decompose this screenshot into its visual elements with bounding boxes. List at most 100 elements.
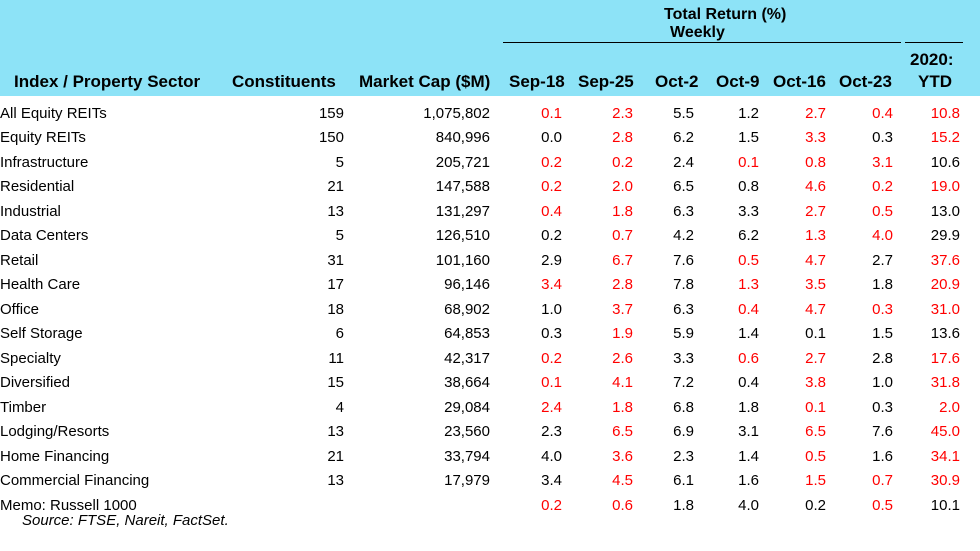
weekly-return-cell: 2.3 [673, 447, 694, 465]
table-row: Self Storage 6 64,853 0.3 1.9 5.9 1.4 0.1 1.5 13.… [0, 322, 960, 347]
constituents-cell: 21 [327, 178, 344, 196]
sector-name: Data Centers [0, 227, 89, 245]
table-row: Commercial Financing 13 17,979 3.4 4.5 6.1 1.6… [0, 469, 960, 494]
weekly-return-cell: 1.3 [805, 227, 826, 245]
weekly-return-cell: 3.5 [805, 276, 826, 294]
weekly-return-cell: 0.3 [872, 129, 893, 147]
market-cap-cell: 17,979 [444, 472, 490, 490]
table-row: Home Financing 21 33,794 4.0 3.6 2.3 1.4 0.5 1.6… [0, 444, 960, 469]
returns-table: All Equity REITs 159 1,075,802 0.1 2.3 5.5 1.2… [0, 101, 960, 518]
weekly-return-cell: 4.7 [805, 300, 826, 318]
table-body: All Equity REITs 159 1,075,802 0.1 2.3 5.5 1.2… [0, 101, 960, 518]
ytd-return-cell: 17.6 [930, 349, 960, 367]
table-row: Diversified 15 38,664 0.1 4.1 7.2 0.4 3.8 1.0 31.… [0, 371, 960, 396]
weekly-return-cell: 2.0 [612, 178, 633, 196]
constituents-cell: 13 [327, 423, 344, 441]
table-row: Lodging/Resorts 13 23,560 2.3 6.5 6.9 3.1 6.5 7.… [0, 420, 960, 445]
market-cap-cell: 33,794 [444, 447, 490, 465]
sector-name: Memo: Russell 1000 [0, 496, 137, 514]
col-week-3: Oct-2 [655, 72, 699, 91]
sector-name: All Equity REITs [0, 104, 107, 122]
market-cap-cell: 1,075,802 [423, 104, 490, 122]
market-cap-cell: 38,664 [444, 374, 490, 392]
ytd-return-cell: 10.1 [930, 496, 960, 514]
ytd-rule [905, 42, 963, 43]
ytd-return-cell: 19.0 [930, 178, 960, 196]
sector-name: Residential [0, 178, 75, 196]
weekly-return-cell: 0.2 [541, 178, 562, 196]
ytd-return-cell: 37.6 [930, 251, 960, 269]
market-cap-cell: 23,560 [444, 423, 490, 441]
constituents-cell: 150 [318, 129, 344, 147]
weekly-return-cell: 4.5 [612, 472, 633, 490]
table-row: Equity REITs 150 840,996 0.0 2.8 6.2 1.5 3.3 0.3… [0, 126, 960, 151]
ytd-return-cell: 10.6 [930, 153, 960, 171]
sector-name: Office [0, 300, 39, 318]
weekly-return-cell: 6.3 [673, 202, 694, 220]
weekly-return-cell: 6.1 [673, 472, 694, 490]
market-cap-cell: 131,297 [435, 202, 490, 220]
market-cap-cell: 147,588 [435, 178, 490, 196]
weekly-return-cell: 0.1 [738, 153, 759, 171]
sector-name: Home Financing [0, 447, 110, 465]
weekly-return-cell: 1.4 [738, 325, 759, 343]
weekly-return-cell: 0.2 [541, 496, 562, 514]
weekly-return-cell: 1.4 [738, 447, 759, 465]
weekly-subtitle: Weekly [670, 24, 725, 41]
constituents-cell: 13 [327, 202, 344, 220]
market-cap-cell: 68,902 [444, 300, 490, 318]
weekly-return-cell: 3.1 [872, 153, 893, 171]
weekly-return-cell: 1.5 [872, 325, 893, 343]
weekly-return-cell: 1.6 [872, 447, 893, 465]
constituents-cell: 5 [335, 153, 344, 171]
sector-name: Timber [0, 398, 47, 416]
table-row: Memo: Russell 1000 0.2 0.6 1.8 4.0 0.2 0.5 10.1 [0, 493, 960, 518]
weekly-return-cell: 1.5 [805, 472, 826, 490]
table-row: Data Centers 5 126,510 0.2 0.7 4.2 6.2 1.3 4.0 29… [0, 224, 960, 249]
market-cap-cell: 42,317 [444, 349, 490, 367]
weekly-return-cell: 2.4 [541, 398, 562, 416]
weekly-return-cell: 2.7 [805, 104, 826, 122]
weekly-return-cell: 3.4 [541, 472, 562, 490]
weekly-return-cell: 0.2 [612, 153, 633, 171]
weekly-return-cell: 0.0 [541, 129, 562, 147]
weekly-return-cell: 6.3 [673, 300, 694, 318]
ytd-return-cell: 10.8 [930, 104, 960, 122]
table-row: Infrastructure 5 205,721 0.2 0.2 2.4 0.1 0.8 3.1… [0, 150, 960, 175]
ytd-return-cell: 20.9 [930, 276, 960, 294]
weekly-return-cell: 6.2 [738, 227, 759, 245]
weekly-return-cell: 0.6 [738, 349, 759, 367]
col-ytd-label: YTD [918, 72, 952, 91]
market-cap-cell: 126,510 [435, 227, 490, 245]
constituents-cell: 4 [335, 398, 344, 416]
weekly-return-cell: 1.3 [738, 276, 759, 294]
weekly-return-cell: 0.3 [541, 325, 562, 343]
constituents-cell: 17 [327, 276, 344, 294]
sector-name: Diversified [0, 374, 71, 392]
table-row: Timber 4 29,084 2.4 1.8 6.8 1.8 0.1 0.3 2.0 [0, 395, 960, 420]
weekly-return-cell: 4.0 [541, 447, 562, 465]
table-header: Total Return (%) Weekly Index / Property… [0, 0, 980, 96]
weekly-return-cell: 0.6 [612, 496, 633, 514]
weekly-return-cell: 4.0 [872, 227, 893, 245]
sector-name: Retail [0, 251, 39, 269]
weekly-return-cell: 6.5 [805, 423, 826, 441]
source-note: Source: FTSE, Nareit, FactSet. [22, 512, 229, 529]
weekly-return-cell: 1.8 [612, 398, 633, 416]
table-row: Residential 21 147,588 0.2 2.0 6.5 0.8 4.6 0.2 19… [0, 175, 960, 200]
weekly-return-cell: 2.8 [872, 349, 893, 367]
table-row: Retail 31 101,160 2.9 6.7 7.6 0.5 4.7 2.7 37.6 [0, 248, 960, 273]
weekly-return-cell: 0.2 [872, 178, 893, 196]
sector-name: Equity REITs [0, 129, 86, 147]
weekly-return-cell: 3.8 [805, 374, 826, 392]
sector-name: Health Care [0, 276, 81, 294]
weekly-return-cell: 7.6 [673, 251, 694, 269]
group-title: Total Return (%) [664, 6, 787, 23]
weekly-return-cell: 4.0 [738, 496, 759, 514]
weekly-return-cell: 3.7 [612, 300, 633, 318]
ytd-return-cell: 34.1 [930, 447, 960, 465]
col-sector: Index / Property Sector [14, 72, 201, 91]
col-constituents: Constituents [232, 72, 336, 91]
constituents-cell: 18 [327, 300, 344, 318]
weekly-return-cell: 3.3 [805, 129, 826, 147]
